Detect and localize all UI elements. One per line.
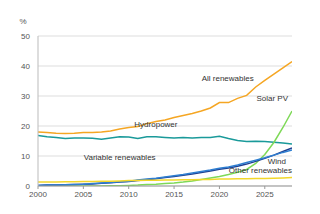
svg-text:2000: 2000 <box>29 190 47 199</box>
svg-text:2005: 2005 <box>74 190 92 199</box>
svg-text:All renewables: All renewables <box>202 74 254 83</box>
svg-text:Wind: Wind <box>267 157 286 166</box>
svg-text:2025: 2025 <box>256 190 274 199</box>
svg-text:2015: 2015 <box>165 190 183 199</box>
svg-text:Solar PV: Solar PV <box>256 94 288 103</box>
svg-text:2010: 2010 <box>120 190 138 199</box>
svg-text:Hydropower: Hydropower <box>134 120 177 129</box>
svg-text:40: 40 <box>21 62 30 71</box>
svg-text:Variable renewables: Variable renewables <box>84 153 156 162</box>
svg-text:50: 50 <box>21 32 30 41</box>
svg-text:%: % <box>19 17 26 26</box>
svg-text:0: 0 <box>26 182 31 191</box>
svg-text:20: 20 <box>21 122 30 131</box>
svg-text:10: 10 <box>21 152 30 161</box>
svg-text:2020: 2020 <box>211 190 229 199</box>
svg-text:30: 30 <box>21 92 30 101</box>
svg-text:Other renewables: Other renewables <box>229 166 292 175</box>
